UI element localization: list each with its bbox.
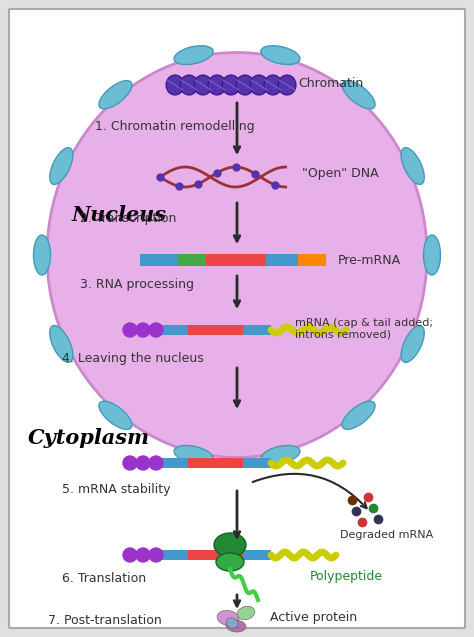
Ellipse shape xyxy=(401,326,424,362)
Circle shape xyxy=(136,456,150,470)
Ellipse shape xyxy=(342,401,375,429)
Circle shape xyxy=(149,456,163,470)
Bar xyxy=(243,458,271,468)
FancyBboxPatch shape xyxy=(9,9,465,628)
Text: Degraded mRNA: Degraded mRNA xyxy=(340,530,433,540)
Ellipse shape xyxy=(237,606,255,620)
Ellipse shape xyxy=(166,75,184,95)
Circle shape xyxy=(149,323,163,337)
Bar xyxy=(266,254,298,266)
Circle shape xyxy=(123,323,137,337)
Text: 7. Post-translation: 7. Post-translation xyxy=(48,614,162,627)
Text: 3. RNA processing: 3. RNA processing xyxy=(80,278,194,291)
Ellipse shape xyxy=(222,75,240,95)
Bar xyxy=(243,325,271,335)
Circle shape xyxy=(123,548,137,562)
Ellipse shape xyxy=(264,75,282,95)
Ellipse shape xyxy=(216,553,244,571)
Circle shape xyxy=(136,548,150,562)
Circle shape xyxy=(123,456,137,470)
Text: 1. Chromatin remodelling: 1. Chromatin remodelling xyxy=(95,120,255,133)
Ellipse shape xyxy=(423,235,440,275)
Text: Active protein: Active protein xyxy=(270,610,357,624)
Ellipse shape xyxy=(99,401,132,429)
Ellipse shape xyxy=(261,46,300,64)
Text: 6. Translation: 6. Translation xyxy=(62,572,146,585)
Ellipse shape xyxy=(226,620,246,632)
Ellipse shape xyxy=(236,75,254,95)
Text: "Open" DNA: "Open" DNA xyxy=(302,166,379,180)
Bar xyxy=(298,254,326,266)
Ellipse shape xyxy=(174,445,213,464)
Ellipse shape xyxy=(47,52,427,457)
Ellipse shape xyxy=(50,148,73,185)
Ellipse shape xyxy=(226,618,238,628)
Ellipse shape xyxy=(342,81,375,109)
Ellipse shape xyxy=(208,75,226,95)
Bar xyxy=(206,254,266,266)
Bar xyxy=(188,458,243,468)
Ellipse shape xyxy=(99,81,132,109)
Bar xyxy=(158,325,188,335)
Ellipse shape xyxy=(261,445,300,464)
Ellipse shape xyxy=(194,75,212,95)
Bar xyxy=(140,254,178,266)
Ellipse shape xyxy=(250,75,268,95)
Ellipse shape xyxy=(217,610,239,626)
Circle shape xyxy=(149,548,163,562)
Bar xyxy=(243,550,271,560)
Text: 2. Transcription: 2. Transcription xyxy=(80,212,176,225)
Text: Cytoplasm: Cytoplasm xyxy=(28,428,150,448)
Text: 5. mRNA stability: 5. mRNA stability xyxy=(62,483,171,496)
Ellipse shape xyxy=(214,533,246,557)
Ellipse shape xyxy=(50,326,73,362)
Text: Pre-mRNA: Pre-mRNA xyxy=(338,254,401,266)
Bar xyxy=(178,254,206,266)
Text: 4. Leaving the nucleus: 4. Leaving the nucleus xyxy=(62,352,204,365)
Circle shape xyxy=(136,323,150,337)
Bar xyxy=(188,550,243,560)
Text: mRNA (cap & tail added;
introns removed): mRNA (cap & tail added; introns removed) xyxy=(295,318,433,340)
Text: Chromatin: Chromatin xyxy=(298,76,363,90)
Ellipse shape xyxy=(180,75,198,95)
Bar xyxy=(188,325,243,335)
Ellipse shape xyxy=(174,46,213,64)
Ellipse shape xyxy=(278,75,296,95)
Bar xyxy=(158,550,188,560)
Bar xyxy=(158,458,188,468)
Ellipse shape xyxy=(34,235,51,275)
Ellipse shape xyxy=(401,148,424,185)
Text: Nucleus: Nucleus xyxy=(72,205,167,225)
Text: Polypeptide: Polypeptide xyxy=(310,570,383,583)
